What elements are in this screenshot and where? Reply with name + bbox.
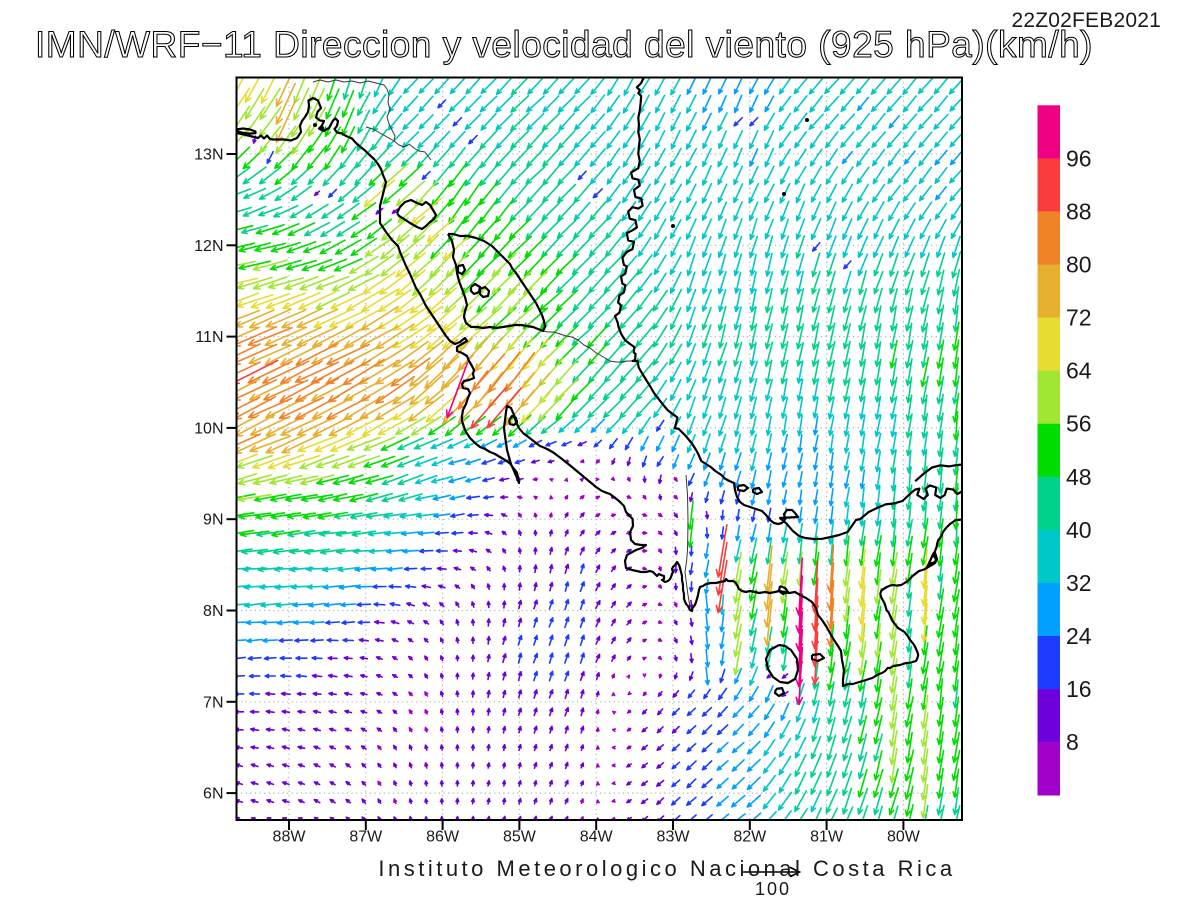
svg-text:IMN/WRF−11 Direccion y velocid: IMN/WRF−11 Direccion y velocidad del vie… <box>35 24 1093 65</box>
svg-text:Instituto Meteorologico Nacion: Instituto Meteorologico Nacional Costa R… <box>378 856 955 881</box>
svg-text:88: 88 <box>1066 198 1092 224</box>
svg-text:83W: 83W <box>657 829 691 846</box>
svg-text:82W: 82W <box>733 829 767 846</box>
svg-text:7N: 7N <box>203 694 223 711</box>
svg-text:48: 48 <box>1066 464 1092 490</box>
svg-text:85W: 85W <box>503 829 537 846</box>
svg-text:80W: 80W <box>887 829 921 846</box>
svg-text:22Z02FEB2021: 22Z02FEB2021 <box>1011 9 1161 32</box>
svg-text:8: 8 <box>1066 729 1079 755</box>
svg-text:13N: 13N <box>194 147 223 164</box>
svg-text:10N: 10N <box>194 420 223 437</box>
svg-text:6N: 6N <box>203 786 223 803</box>
svg-text:56: 56 <box>1066 411 1092 437</box>
svg-text:24: 24 <box>1066 623 1092 649</box>
svg-text:32: 32 <box>1066 570 1092 596</box>
svg-text:16: 16 <box>1066 676 1092 702</box>
svg-text:80: 80 <box>1066 252 1092 278</box>
svg-text:40: 40 <box>1066 517 1092 543</box>
svg-text:84W: 84W <box>580 829 614 846</box>
svg-text:12N: 12N <box>194 238 223 255</box>
svg-text:72: 72 <box>1066 305 1092 331</box>
svg-text:8N: 8N <box>203 603 223 620</box>
svg-text:86W: 86W <box>426 829 460 846</box>
svg-text:11N: 11N <box>195 329 223 346</box>
svg-text:88W: 88W <box>273 829 307 846</box>
svg-text:96: 96 <box>1066 145 1092 171</box>
svg-text:64: 64 <box>1066 358 1092 384</box>
svg-text:9N: 9N <box>203 512 223 529</box>
svg-text:81W: 81W <box>810 829 844 846</box>
svg-text:100: 100 <box>755 879 791 899</box>
svg-text:87W: 87W <box>349 829 383 846</box>
